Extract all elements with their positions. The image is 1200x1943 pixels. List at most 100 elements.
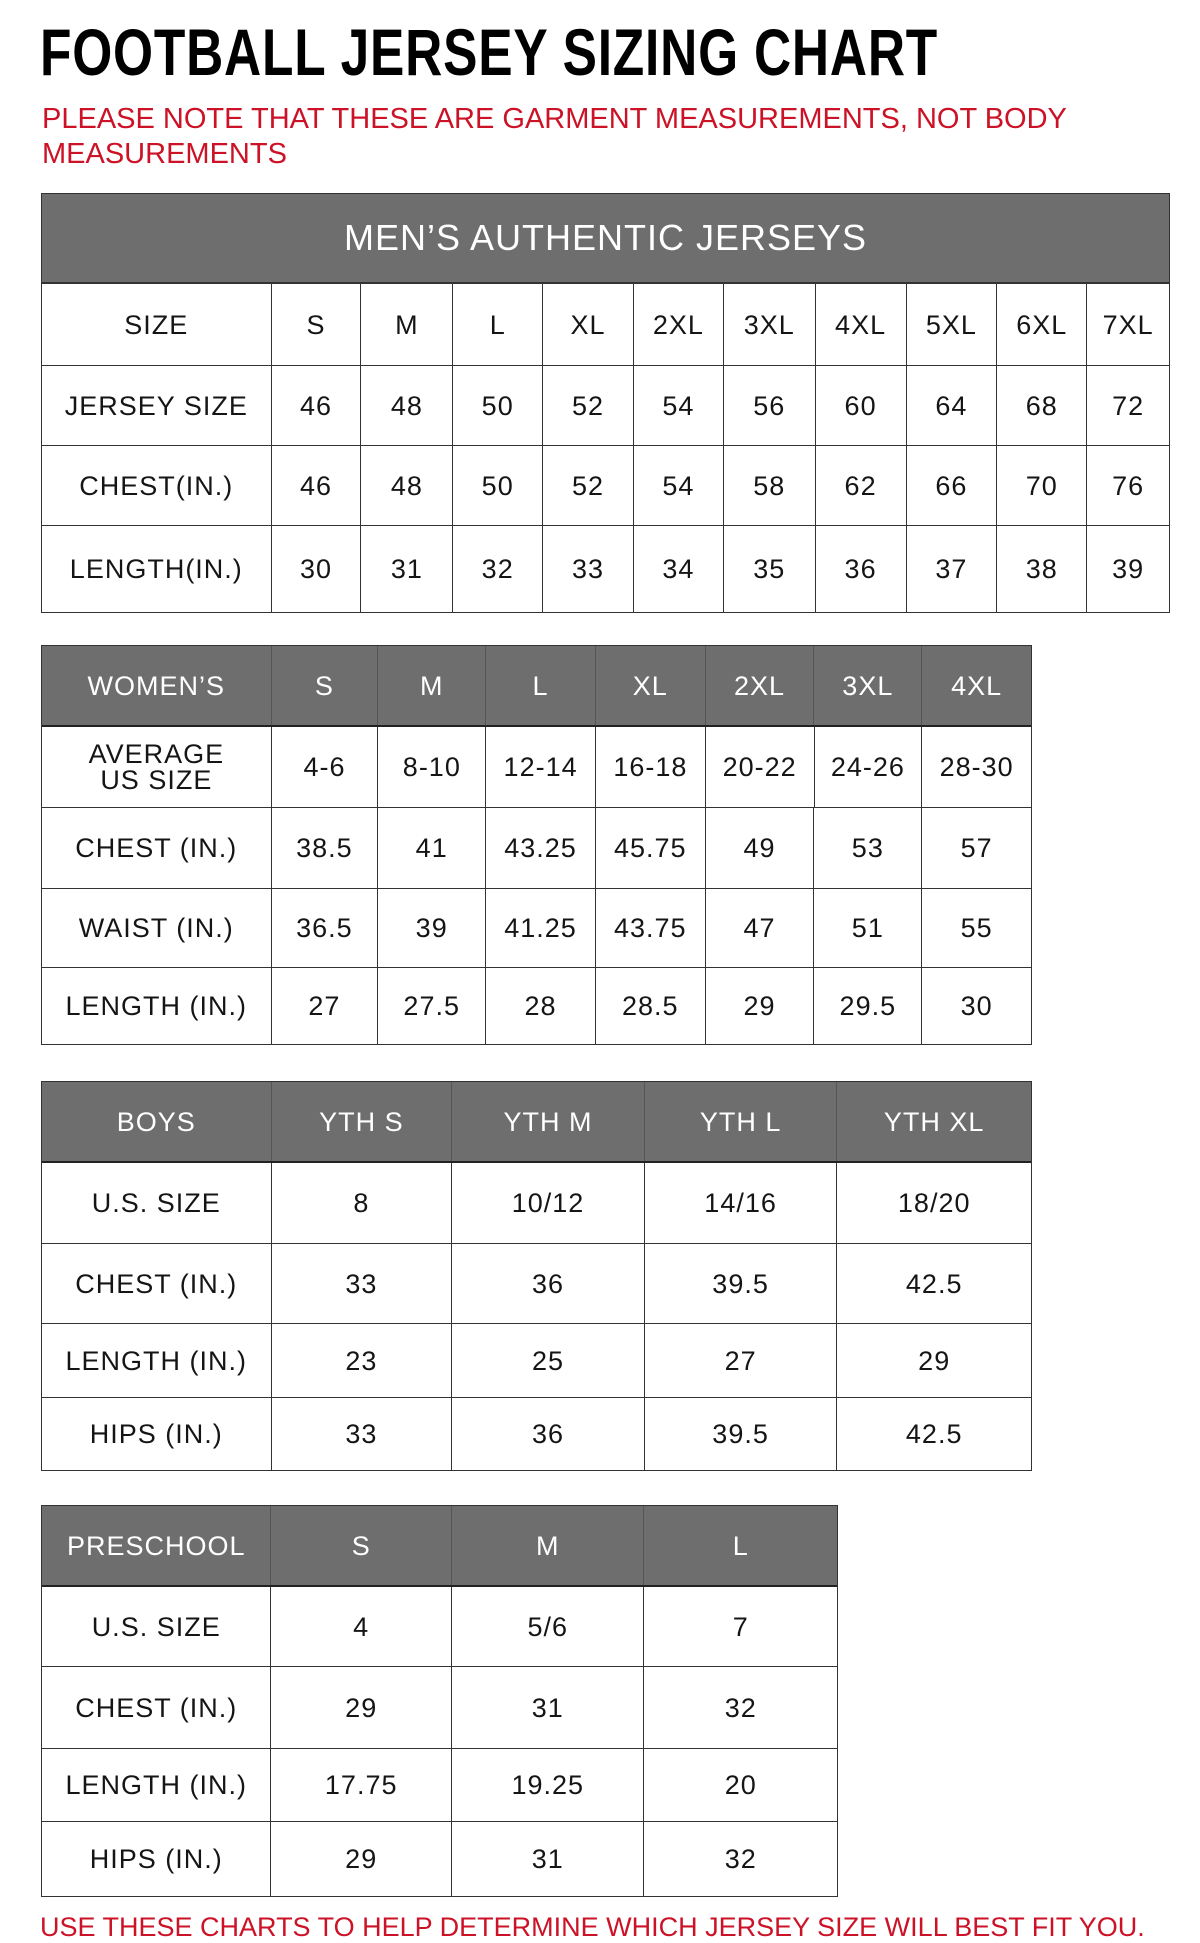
table-cell: 36 <box>452 1398 645 1470</box>
table-cell: 29 <box>706 968 815 1044</box>
table-cell: 36 <box>816 526 907 612</box>
size-header-cell: L <box>486 646 596 725</box>
table-cell: 31 <box>452 1822 645 1896</box>
size-header-cell: 3XL <box>724 284 816 365</box>
table-cell: 50 <box>453 446 544 525</box>
size-header-cell: YTH S <box>271 1082 453 1161</box>
table-cell: 36 <box>452 1244 645 1323</box>
table-cell: 8-10 <box>378 727 487 807</box>
table-cell: 42.5 <box>905 1268 963 1299</box>
table-cell: 52 <box>543 366 634 445</box>
table-cell: 30 <box>960 991 993 1021</box>
size-header-cell: 4XL <box>922 646 1031 725</box>
table-cell: 42.5 <box>905 1419 963 1449</box>
table-cell: 17.75 <box>271 1749 452 1821</box>
table-row: CHEST (IN.) 33 36 39.5 42.5 <box>42 1244 1031 1324</box>
table-row: WAIST (IN.) 36.5 39 41.25 43.75 47 51 55 <box>42 889 1031 968</box>
table-cell: 31 <box>452 1667 645 1748</box>
table-cell: 53 <box>814 808 923 888</box>
size-header-cell: 6XL <box>997 284 1088 365</box>
table-cell: 19.25 <box>452 1749 645 1821</box>
table-cell: 30 <box>272 526 362 612</box>
table-cell: 28 <box>486 968 596 1044</box>
size-header-cell: S <box>271 1506 452 1585</box>
table-row: LENGTH(IN.) 30 31 32 33 34 35 36 37 38 39 <box>42 526 1169 612</box>
footer-note: USE THESE CHARTS TO HELP DETERMINE WHICH… <box>40 1912 1145 1942</box>
table-row: AVERAGE US SIZE 4-6 8-10 12-14 16-18 20-22 24-… <box>42 727 1031 808</box>
row-label: LENGTH (IN.) <box>42 968 272 1044</box>
size-header-cell: 2XL <box>634 284 724 365</box>
table-cell: 27.5 <box>378 968 487 1044</box>
header-row: WOMEN’S S M L XL 2XL 3XL 4XL <box>42 646 1031 727</box>
table-cell: 25 <box>452 1324 645 1397</box>
size-header-cell: S <box>271 646 379 725</box>
mens-table: MEN’S AUTHENTIC JERSEYS SIZE S M L XL 2XL 3XL 4X… <box>41 193 1170 613</box>
boys-table: BOYS YTH S YTH M YTH L YTH XL U.S. SIZE 8 10/12… <box>41 1081 1032 1471</box>
table-cell: 60 <box>816 366 907 445</box>
table-cell: 45.75 <box>596 808 706 888</box>
header-label: WOMEN’S <box>42 646 272 725</box>
table-row: LENGTH (IN.) 17.75 19.25 20 <box>42 1749 837 1822</box>
table-row: CHEST (IN.) 38.5 41 43.25 45.75 49 53 57 <box>42 808 1031 889</box>
table-cell: 10/12 <box>452 1163 645 1243</box>
row-label: HIPS (IN.) <box>42 1398 272 1470</box>
page-title: FOOTBALL JERSEY SIZING CHART <box>40 15 939 89</box>
table-cell: 37 <box>907 526 998 612</box>
table-cell: 39.5 <box>645 1244 838 1323</box>
table-row: LENGTH (IN.) 23 25 27 29 <box>42 1324 1031 1398</box>
table-cell: 5/6 <box>452 1587 645 1666</box>
header-row: SIZE S M L XL 2XL 3XL 4XL 5XL 6XL 7XL <box>42 284 1169 366</box>
table-cell: 38 <box>997 526 1088 612</box>
table-row: HIPS (IN.) 29 31 32 <box>42 1822 837 1896</box>
table-cell: 51 <box>814 889 923 967</box>
table-cell: 33 <box>272 1398 453 1470</box>
table-row: CHEST(IN.) 46 48 50 52 54 58 62 66 70 76 <box>42 446 1169 526</box>
table-cell: 27 <box>272 968 379 1044</box>
table-cell: 48 <box>361 446 454 525</box>
table-cell: 20 <box>724 1770 757 1800</box>
table-cell: 18/20 <box>897 1188 971 1218</box>
size-header-cell: 5XL <box>907 284 998 365</box>
table-cell: 54 <box>634 446 724 525</box>
table-cell: 64 <box>907 366 998 445</box>
size-header-cell: L <box>644 1506 837 1585</box>
table-row: U.S. SIZE 4 5/6 7 <box>42 1587 837 1667</box>
table-cell: 56 <box>724 366 816 445</box>
table-cell: 16-18 <box>596 727 706 807</box>
table-cell: 41.25 <box>486 889 596 967</box>
table-cell: 34 <box>634 526 724 612</box>
header-row: PRESCHOOL S M L <box>42 1506 837 1587</box>
table-cell: 41 <box>378 808 487 888</box>
table-cell: 52 <box>543 446 634 525</box>
table-cell: 36.5 <box>272 889 379 967</box>
table-cell: 54 <box>634 366 724 445</box>
table-cell: 29 <box>271 1822 452 1896</box>
size-header-cell: M <box>378 646 487 725</box>
table-cell: 29.5 <box>814 968 923 1044</box>
table-row: CHEST (IN.) 29 31 32 <box>42 1667 837 1749</box>
size-header-cell: 7XL <box>1102 309 1154 340</box>
table-cell: 8 <box>272 1163 453 1243</box>
table-cell: 38.5 <box>272 808 379 888</box>
table-banner: MEN’S AUTHENTIC JERSEYS <box>42 194 1169 284</box>
table-row: HIPS (IN.) 33 36 39.5 42.5 <box>42 1398 1031 1470</box>
row-label: AVERAGE US SIZE <box>42 727 272 807</box>
table-cell: 39 <box>1112 554 1145 584</box>
size-header-cell: S <box>272 284 362 365</box>
table-cell: 57 <box>960 833 993 863</box>
table-cell: 24-26 <box>815 727 923 807</box>
table-cell: 31 <box>361 526 454 612</box>
table-cell: 35 <box>724 526 816 612</box>
table-cell: 33 <box>543 526 634 612</box>
table-cell: 76 <box>1112 470 1145 501</box>
row-label: U.S. SIZE <box>42 1587 272 1666</box>
row-label: JERSEY SIZE <box>42 366 272 445</box>
table-cell: 43.75 <box>596 889 706 967</box>
table-cell: 23 <box>272 1324 453 1397</box>
table-cell: 32 <box>453 526 544 612</box>
size-header-cell: M <box>451 1506 645 1585</box>
table-cell: 39.5 <box>645 1398 838 1470</box>
table-cell: 29 <box>918 1345 951 1376</box>
preschool-table: PRESCHOOL S M L U.S. SIZE 4 5/6 7 CHEST (IN.) 29 3… <box>41 1505 838 1897</box>
table-cell: 32 <box>724 1692 757 1723</box>
